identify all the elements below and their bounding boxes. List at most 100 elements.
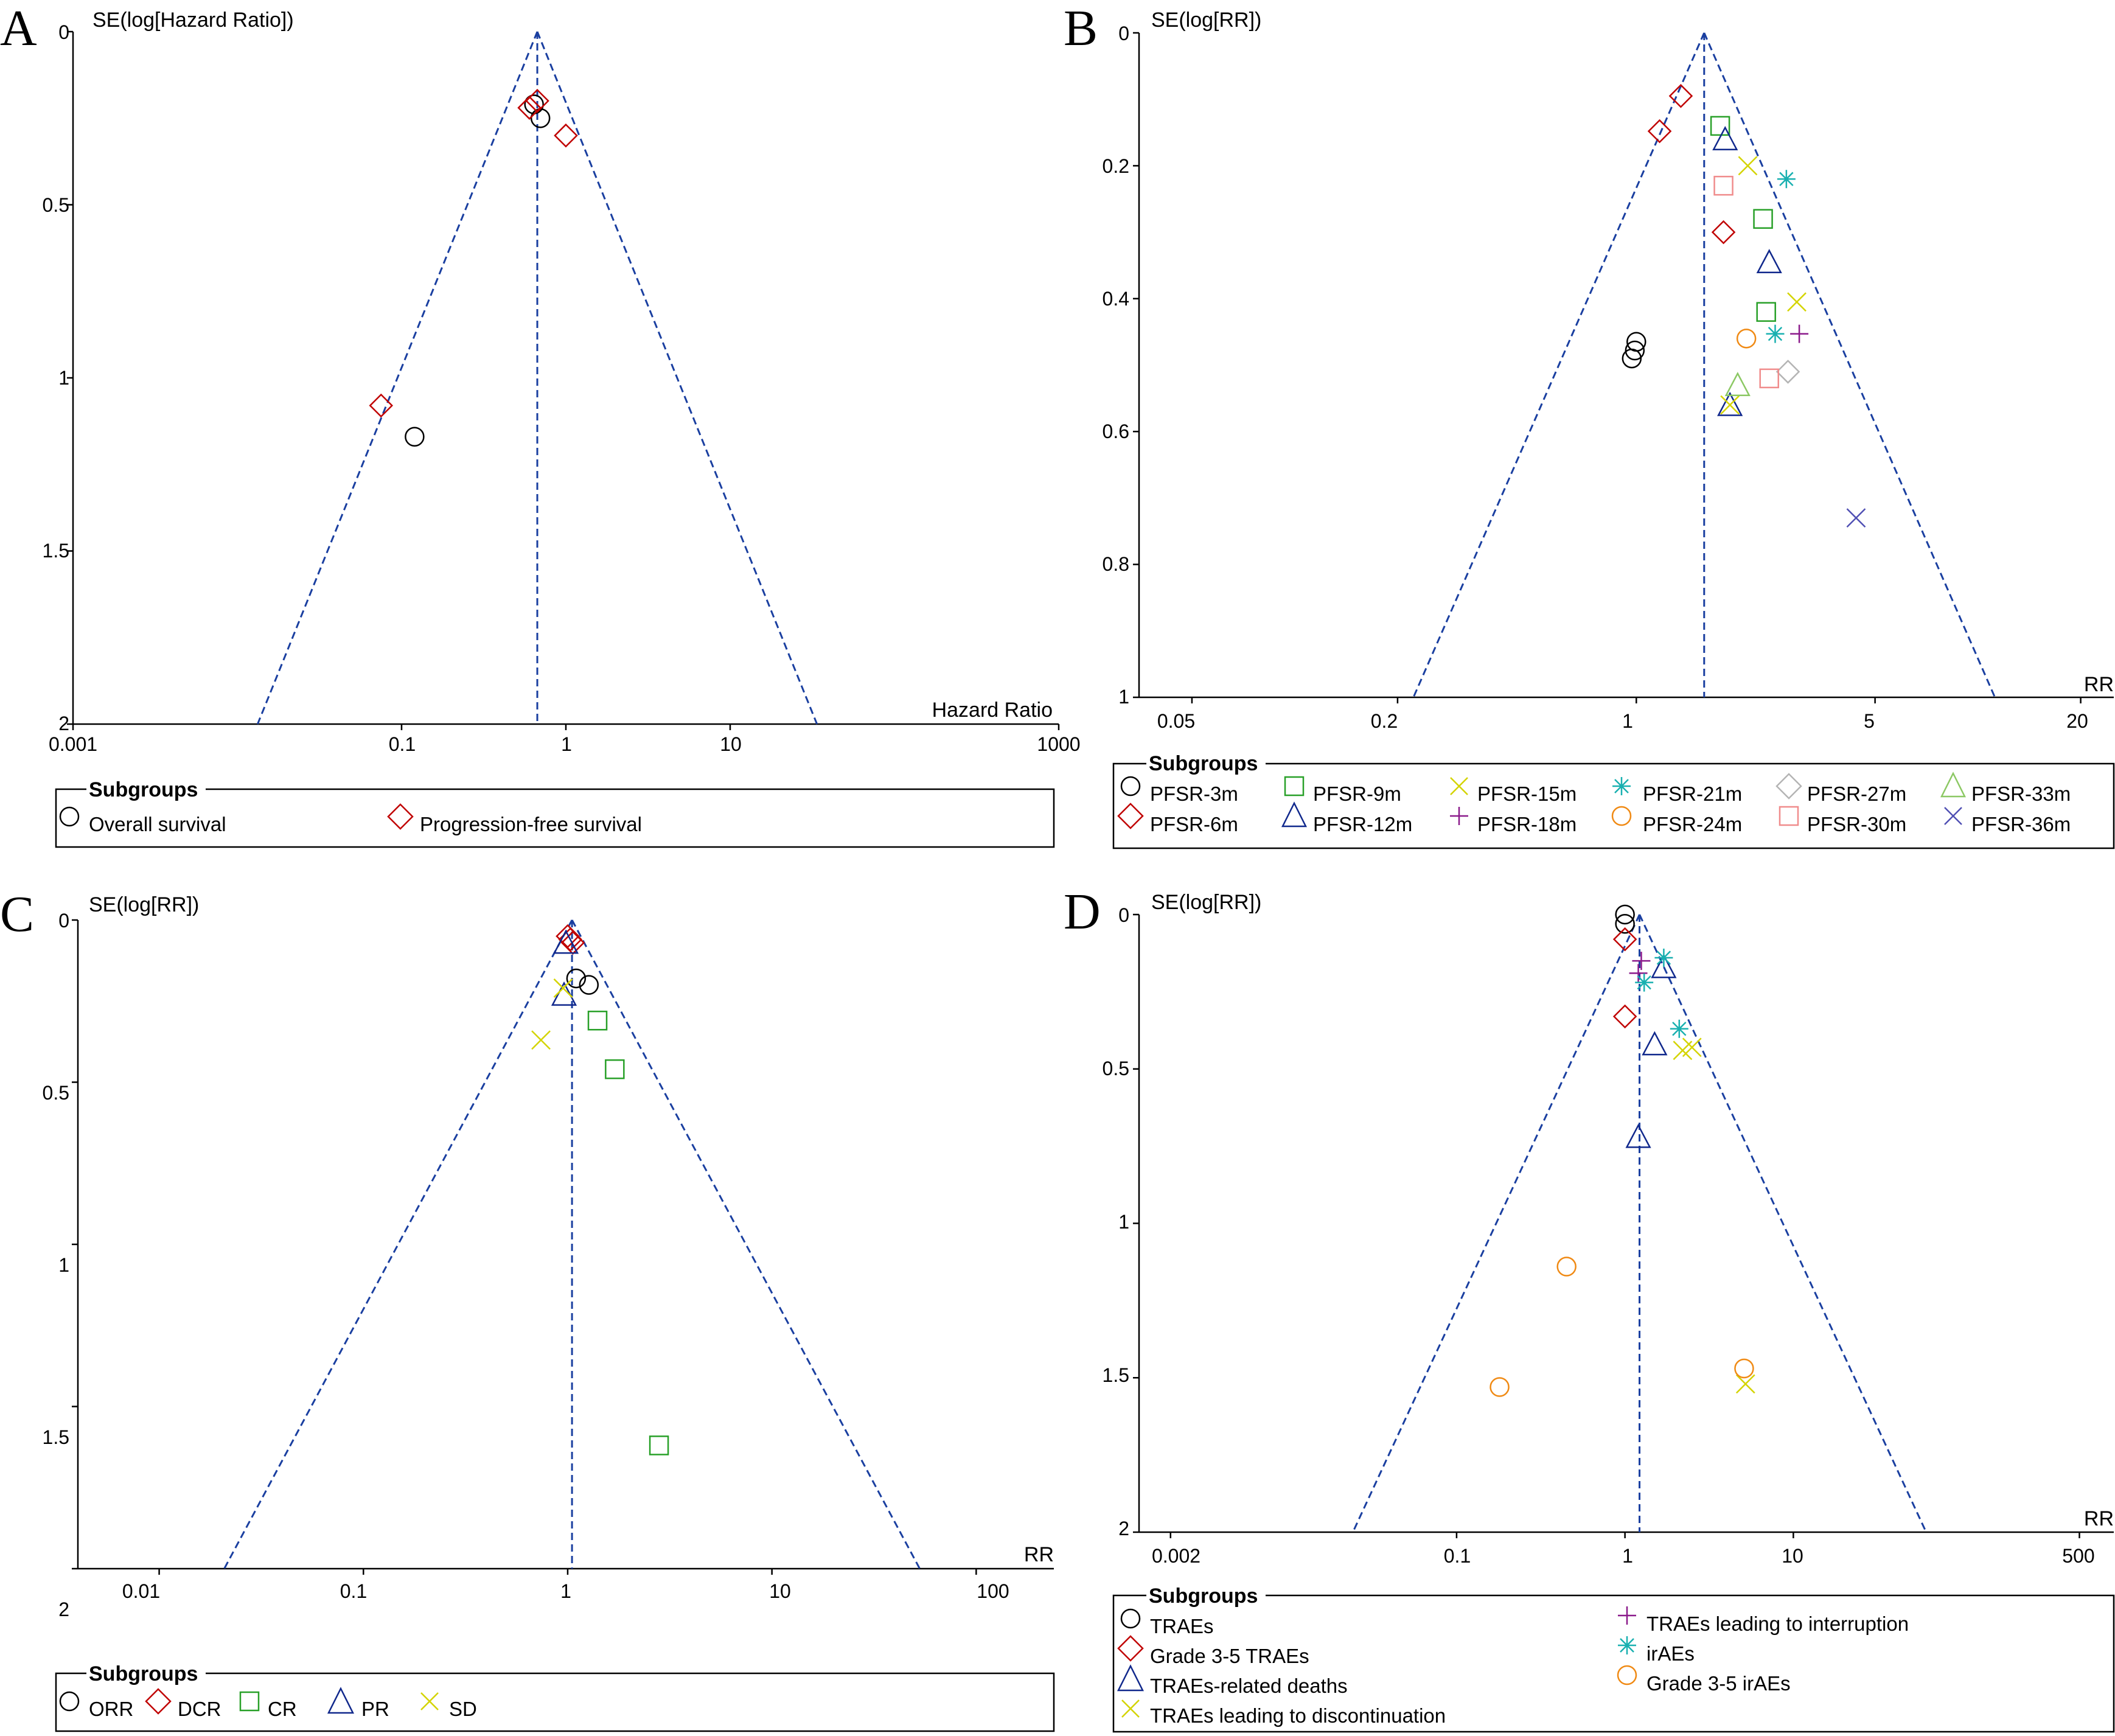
y-tick-label-c-2: 0.5 — [43, 1082, 69, 1104]
series-pfsr-24m — [1736, 329, 1757, 349]
legend-title-b: Subgroups — [1149, 752, 1258, 775]
panel-label-b: B — [1064, 0, 1098, 57]
series-grade-3-5-iraes — [1490, 1257, 1754, 1397]
y-tick-label-b-5: 0.8 — [1103, 553, 1129, 575]
y-tick-label-a-4: 1.5 — [43, 540, 69, 562]
point-iraes-2 — [1635, 973, 1654, 992]
point-grade-3-5-iraes-2 — [1490, 1377, 1510, 1397]
series-pfsr-36m — [1846, 508, 1866, 528]
y-tick-labels-a: 0 0.5 1 1.5 2 — [43, 21, 69, 734]
point-cr-1 — [587, 1010, 608, 1031]
legend-text-a-1: Overall survival — [89, 813, 226, 835]
y-tick-label-d-3: 1 — [1118, 1211, 1129, 1233]
series-pfsr-21m — [1766, 170, 1796, 343]
y-tick-label-c-3: 1 — [58, 1254, 69, 1276]
point-sd-1 — [553, 978, 573, 998]
panel-b: B SE(log[RR]) RR 0.05 0.2 1 5 20 0 0.2 0… — [1064, 0, 2115, 849]
y-tick-label-b-6: 1 — [1118, 686, 1129, 708]
point-pfsr-9m-3 — [1756, 302, 1776, 322]
point-pfsr-21m-2 — [1766, 324, 1785, 343]
plot-area-b — [1133, 32, 2114, 703]
legend-text-pfsr-36m: PFSR-36m — [1971, 813, 2071, 835]
x-tick-label-b-3: 1 — [1622, 710, 1633, 732]
legend-marker-pfsr-33m — [1940, 772, 1967, 798]
y-tick-label-a-2: 0.5 — [43, 194, 69, 216]
point-pfsr-12m-3 — [1717, 391, 1743, 416]
funnel-right-a — [536, 31, 818, 725]
series-progression-free-survival — [369, 89, 578, 418]
point-pfsr-30m-2 — [1759, 368, 1779, 389]
point-pfsr-12m-2 — [1756, 249, 1782, 273]
x-tick-label-d-4: 10 — [1782, 1545, 1803, 1567]
x-tick-labels-b: 0.05 0.2 1 5 20 — [1157, 710, 2088, 732]
y-tick-label-b-3: 0.4 — [1103, 288, 1129, 310]
panel-label-d: D — [1064, 884, 1101, 940]
x-tick-label-a-2: 0.1 — [389, 733, 416, 755]
legend-marker-traes-related-deaths — [1117, 1664, 1145, 1692]
legend-text-a-2: Progression-free survival — [420, 813, 642, 835]
panel-label-c: C — [0, 886, 34, 943]
x-tick-labels-a: 0.001 0.1 1 10 1000 — [49, 733, 1081, 755]
series-grade-3-5-traes — [1612, 927, 1637, 1029]
point-pfsr-6m-1 — [1668, 83, 1693, 108]
y-axis-label-b: SE(log[RR]) — [1151, 9, 1261, 32]
legend-title-bg-c — [86, 1663, 206, 1684]
point-traes-leading-to-discontinuation-3 — [1735, 1374, 1755, 1394]
legend-marker-pfsr-9m — [1284, 776, 1305, 797]
point-iraes-1 — [1654, 949, 1673, 967]
legend-box-a — [55, 788, 1055, 848]
point-pfsr-36m-1 — [1846, 508, 1866, 528]
legend-marker-orr — [59, 1691, 80, 1712]
point-progression-free-survival-4 — [369, 393, 394, 418]
series-orr — [566, 968, 599, 995]
point-traes-1 — [1615, 904, 1635, 925]
series-sd — [531, 978, 573, 1050]
series-pfsr-33m — [1724, 372, 1751, 397]
legend-text-pfsr-18m: PFSR-18m — [1477, 813, 1577, 835]
legend-text-pfsr-21m: PFSR-21m — [1643, 783, 1742, 805]
legend-text-pfsr-27m: PFSR-27m — [1807, 783, 1906, 805]
point-traes-related-deaths-1 — [1651, 953, 1677, 978]
y-tick-labels-b: 0 0.2 0.4 0.6 0.8 1 — [1103, 23, 1129, 708]
series-traes — [1615, 904, 1635, 934]
funnel-left-d — [1352, 914, 1640, 1533]
legend-title-c: Subgroups — [89, 1662, 198, 1685]
y-axis-label-d: SE(log[RR]) — [1151, 891, 1261, 914]
x-tick-label-b-5: 20 — [2066, 710, 2088, 732]
legend-marker-pfsr-24m — [1611, 806, 1632, 826]
point-pfsr-3m-2 — [1625, 340, 1645, 361]
plot-area-c — [72, 919, 1054, 1575]
point-pfsr-33m-1 — [1724, 372, 1751, 397]
point-grade-3-5-iraes-1 — [1556, 1257, 1577, 1277]
x-tick-label-a-4: 10 — [720, 733, 742, 755]
series-pfsr-6m — [1647, 83, 1736, 245]
legend-text-pfsr-24m: PFSR-24m — [1643, 813, 1742, 835]
panel-d: D SE(log[RR]) RR 0.002 0.1 1 10 500 0 0.… — [1064, 884, 2115, 1733]
y-tick-label-c-5: 2 — [58, 1598, 69, 1620]
legend-text-grade-3-5-traes: Grade 3-5 TRAEs — [1150, 1645, 1309, 1667]
x-tick-labels-c: 0.01 0.1 1 10 100 — [122, 1580, 1009, 1602]
series-pfsr-3m — [1622, 332, 1646, 369]
point-traes-leading-to-interruption-2 — [1629, 964, 1648, 983]
x-tick-label-d-5: 500 — [2062, 1545, 2094, 1567]
legend-marker-pfsr-3m — [1120, 776, 1141, 797]
point-pfsr-6m-2 — [1647, 119, 1672, 144]
series-pfsr-27m — [1775, 360, 1800, 384]
y-tick-label-b-4: 0.6 — [1103, 420, 1129, 442]
legend-text-orr: ORR — [89, 1698, 133, 1720]
series-pfsr-9m — [1710, 116, 1776, 322]
x-tick-label-d-3: 1 — [1622, 1545, 1633, 1567]
point-overall-survival-3 — [405, 427, 425, 447]
legend-text-pfsr-12m: PFSR-12m — [1313, 813, 1412, 835]
legend-marker-pfsr-18m — [1450, 807, 1468, 825]
point-pfsr-18m-1 — [1790, 324, 1809, 343]
point-pfsr-3m-3 — [1622, 348, 1642, 369]
legend-marker-pfsr-6m — [1117, 803, 1144, 829]
point-grade-3-5-traes-2 — [1612, 1004, 1637, 1029]
funnel-right-c — [571, 919, 921, 1569]
legend-box-b — [1112, 762, 2115, 849]
point-progression-free-survival-2 — [525, 89, 549, 113]
series-overall-survival — [405, 94, 551, 447]
legend-text-grade-3-5-iraes: Grade 3-5 irAEs — [1646, 1672, 1791, 1695]
